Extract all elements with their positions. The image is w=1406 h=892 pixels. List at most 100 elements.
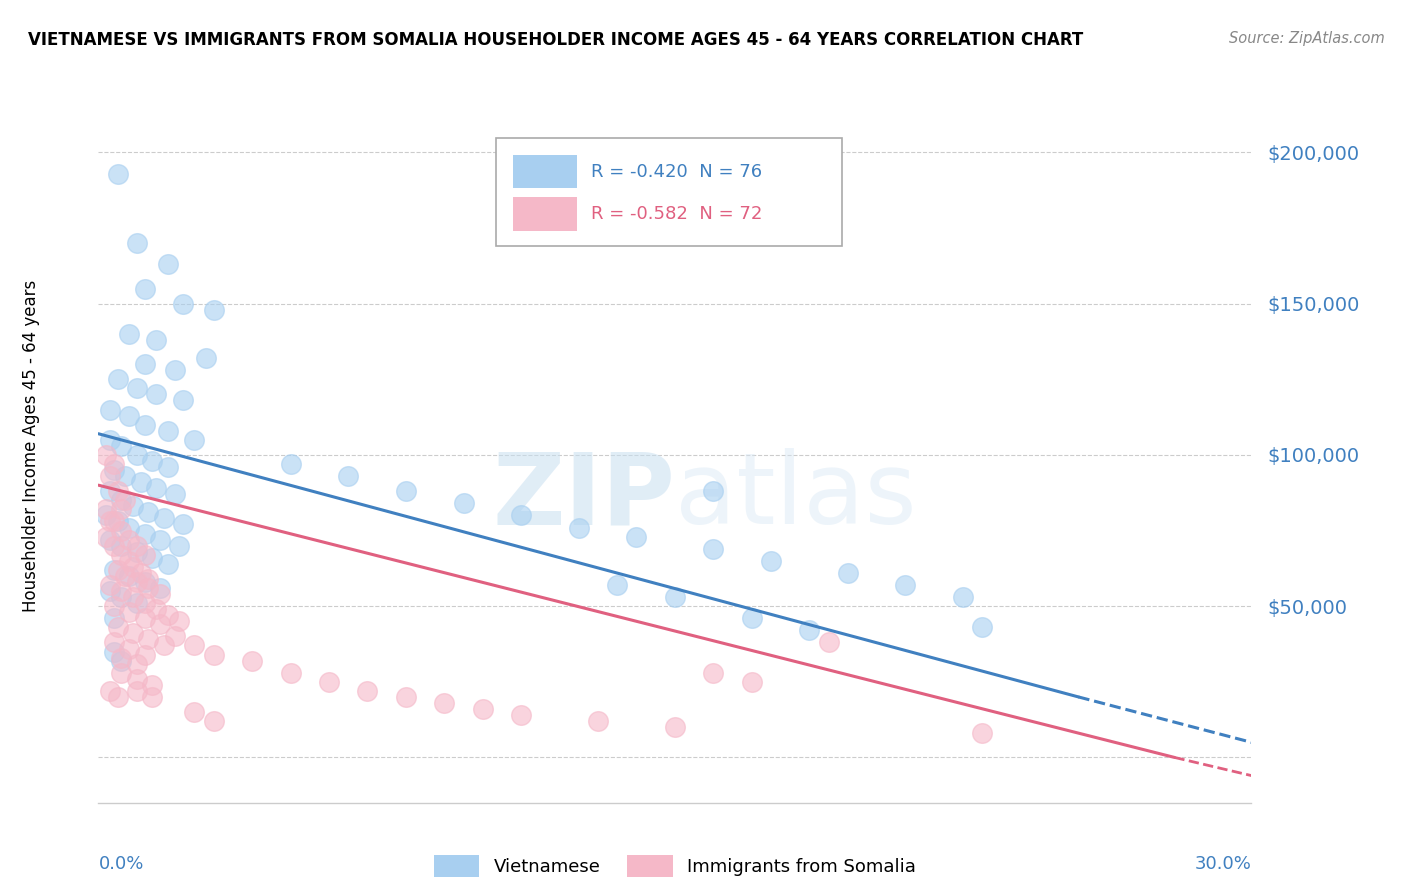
Point [202, 714, 225, 728]
Point [156, 557, 179, 571]
Point [837, 566, 859, 580]
Point [149, 581, 172, 595]
Point [110, 493, 132, 508]
Point [94, 530, 117, 544]
Point [972, 726, 994, 740]
Point [134, 548, 156, 562]
Point [110, 548, 132, 562]
Point [337, 469, 360, 483]
Point [118, 520, 141, 534]
Point [98, 469, 121, 483]
Point [125, 657, 148, 671]
Point [94, 508, 117, 523]
Point [167, 539, 190, 553]
Point [103, 515, 125, 529]
Point [138, 572, 160, 586]
Point [118, 409, 141, 423]
Point [138, 632, 160, 647]
Point [103, 611, 125, 625]
Point [510, 708, 533, 723]
Point [134, 281, 156, 295]
Point [741, 674, 763, 689]
Point [202, 648, 225, 662]
Point [183, 639, 205, 653]
Point [183, 705, 205, 719]
Text: 0.0%: 0.0% [98, 855, 143, 873]
Point [433, 696, 456, 710]
Point [145, 387, 167, 401]
Point [107, 515, 129, 529]
Point [156, 257, 179, 271]
Point [972, 620, 994, 634]
Point [118, 533, 141, 547]
Point [118, 641, 141, 656]
Point [318, 674, 340, 689]
Point [110, 539, 132, 553]
Point [606, 578, 628, 592]
Point [202, 302, 225, 317]
Point [149, 617, 172, 632]
Point [172, 517, 194, 532]
Point [129, 566, 152, 580]
Point [702, 484, 724, 499]
Point [145, 333, 167, 347]
Point [125, 539, 148, 553]
Point [98, 515, 121, 529]
Text: R = -0.420  N = 76: R = -0.420 N = 76 [591, 162, 762, 181]
Point [114, 569, 136, 583]
Point [110, 590, 132, 604]
Point [134, 526, 156, 541]
Point [125, 448, 148, 462]
Point [107, 620, 129, 634]
Point [759, 554, 782, 568]
Point [107, 167, 129, 181]
Point [702, 541, 724, 556]
Point [122, 626, 145, 640]
Point [471, 702, 494, 716]
Point [134, 596, 156, 610]
Point [110, 524, 132, 538]
Text: ZIP: ZIP [492, 448, 675, 545]
Text: 30.0%: 30.0% [1195, 855, 1251, 873]
Point [280, 457, 302, 471]
Point [149, 587, 172, 601]
Point [510, 508, 533, 523]
Point [149, 533, 172, 547]
Text: Householder Income Ages 45 - 64 years: Householder Income Ages 45 - 64 years [22, 280, 39, 612]
Point [103, 457, 125, 471]
Point [894, 578, 917, 592]
Point [141, 454, 163, 468]
Point [98, 402, 121, 417]
Point [107, 690, 129, 704]
Point [122, 559, 145, 574]
Text: Source: ZipAtlas.com: Source: ZipAtlas.com [1229, 31, 1385, 46]
Point [395, 690, 418, 704]
Point [152, 511, 174, 525]
Point [183, 433, 205, 447]
Point [110, 650, 132, 665]
Point [586, 714, 609, 728]
Point [110, 654, 132, 668]
Point [152, 639, 174, 653]
Point [98, 684, 121, 698]
Point [122, 590, 145, 604]
Point [103, 644, 125, 658]
Point [568, 520, 591, 534]
Point [165, 487, 187, 501]
Point [125, 236, 148, 251]
Point [125, 574, 148, 589]
Point [664, 720, 686, 734]
Point [110, 502, 132, 516]
Point [125, 672, 148, 686]
Point [172, 393, 194, 408]
Point [134, 357, 156, 371]
Point [110, 665, 132, 680]
Point [356, 684, 378, 698]
Point [103, 599, 125, 614]
Text: VIETNAMESE VS IMMIGRANTS FROM SOMALIA HOUSEHOLDER INCOME AGES 45 - 64 YEARS CORR: VIETNAMESE VS IMMIGRANTS FROM SOMALIA HO… [28, 31, 1084, 49]
Point [702, 665, 724, 680]
Point [799, 624, 821, 638]
Text: atlas: atlas [675, 448, 917, 545]
Point [626, 530, 648, 544]
Point [98, 584, 121, 599]
